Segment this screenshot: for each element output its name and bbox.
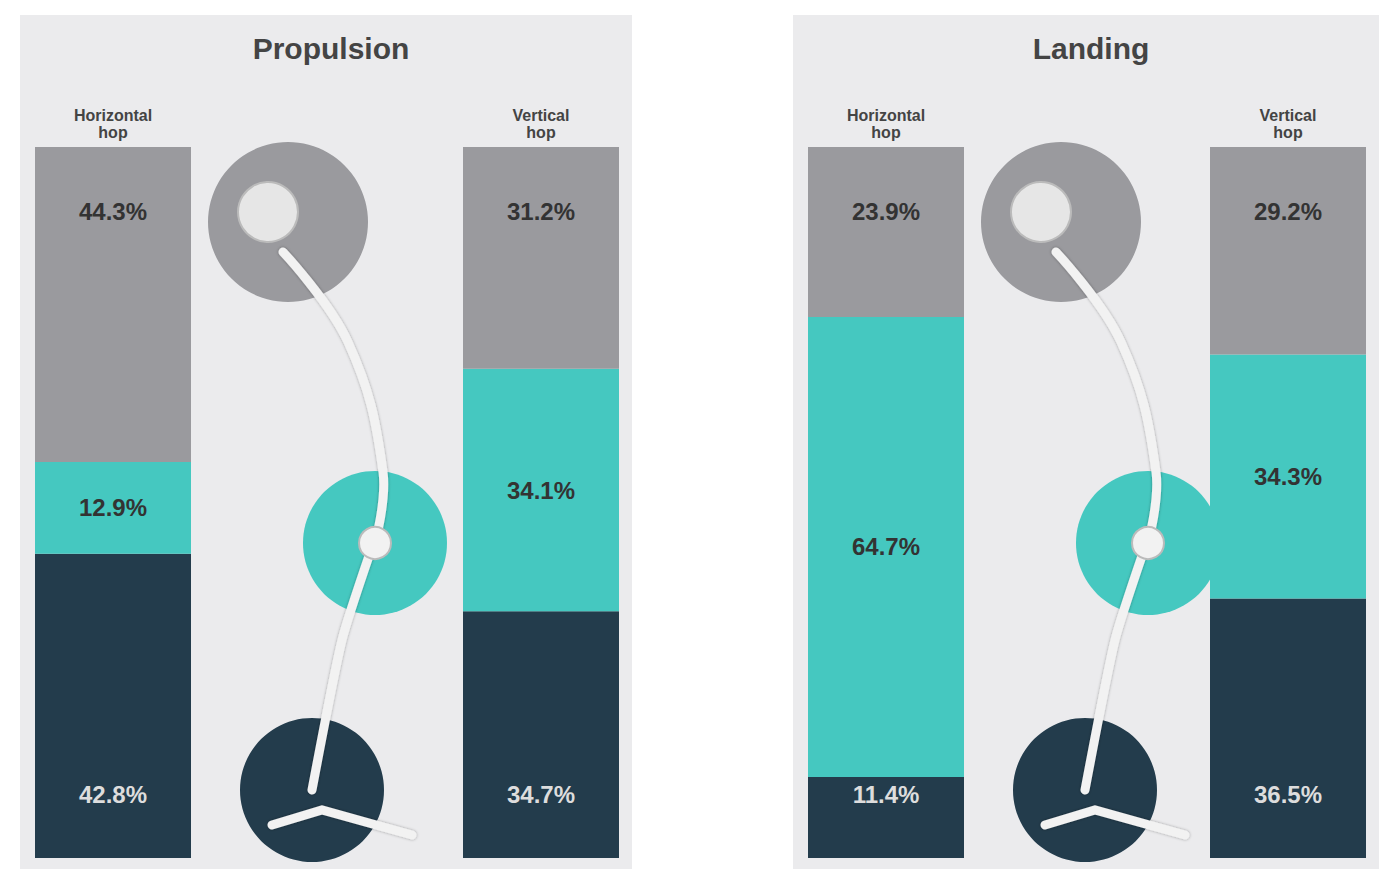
svg-text:29.2%: 29.2% xyxy=(1254,198,1322,225)
svg-text:23.9%: 23.9% xyxy=(852,198,920,225)
svg-text:12.9%: 12.9% xyxy=(79,494,147,521)
svg-text:Horizontal: Horizontal xyxy=(74,107,152,124)
svg-text:Horizontal: Horizontal xyxy=(847,107,925,124)
svg-text:hop: hop xyxy=(98,124,128,141)
svg-text:64.7%: 64.7% xyxy=(852,533,920,560)
svg-text:Vertical: Vertical xyxy=(513,107,570,124)
svg-text:42.8%: 42.8% xyxy=(79,781,147,808)
svg-text:31.2%: 31.2% xyxy=(507,198,575,225)
svg-text:Landing: Landing xyxy=(1033,32,1150,65)
svg-text:hop: hop xyxy=(1273,124,1303,141)
svg-text:34.7%: 34.7% xyxy=(507,781,575,808)
svg-text:hop: hop xyxy=(526,124,556,141)
svg-text:Propulsion: Propulsion xyxy=(253,32,410,65)
svg-text:hop: hop xyxy=(871,124,901,141)
svg-text:34.1%: 34.1% xyxy=(507,477,575,504)
svg-text:44.3%: 44.3% xyxy=(79,198,147,225)
svg-text:34.3%: 34.3% xyxy=(1254,463,1322,490)
svg-text:11.4%: 11.4% xyxy=(853,781,920,808)
svg-text:36.5%: 36.5% xyxy=(1254,781,1322,808)
svg-text:Vertical: Vertical xyxy=(1260,107,1317,124)
